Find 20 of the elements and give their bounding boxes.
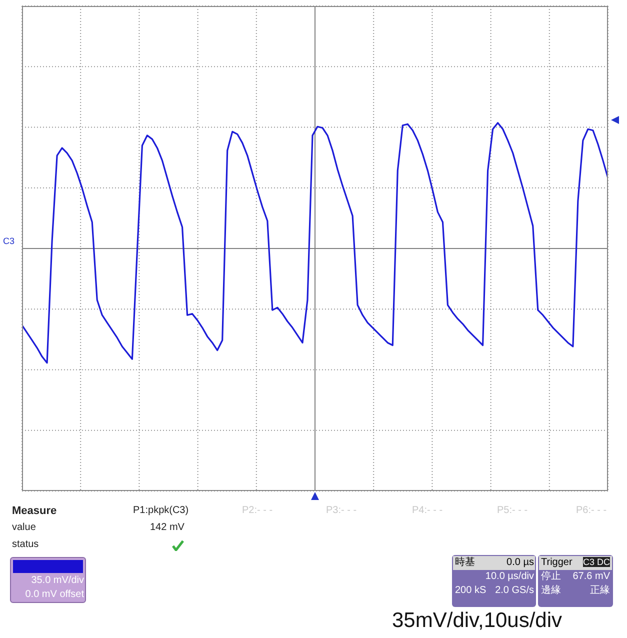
text: C3 DC	[582, 557, 610, 567]
text: 67.6 mV	[572, 571, 610, 582]
text: P1:pkpk(C3)	[133, 505, 189, 516]
text: 0.0 mV offset	[25, 589, 84, 600]
text: 10.0 µs/div	[485, 571, 534, 582]
text: 2.0 GS/s	[495, 585, 534, 596]
text: 0.0 µs	[506, 557, 534, 568]
text: 35.0 mV/div	[31, 575, 84, 586]
text: 35mV/div,10us/div	[392, 609, 562, 632]
text: Measure	[12, 505, 57, 517]
text: Trigger	[541, 557, 572, 568]
text: C3	[3, 236, 15, 246]
text: 時基	[455, 557, 475, 568]
text: 邊緣	[541, 585, 561, 596]
text: 142 mV	[150, 522, 184, 533]
text: 正緣	[590, 585, 610, 596]
text: 停止	[541, 571, 561, 582]
text: 200 kS	[455, 585, 486, 596]
text: value	[12, 522, 36, 533]
text: status	[12, 539, 39, 550]
